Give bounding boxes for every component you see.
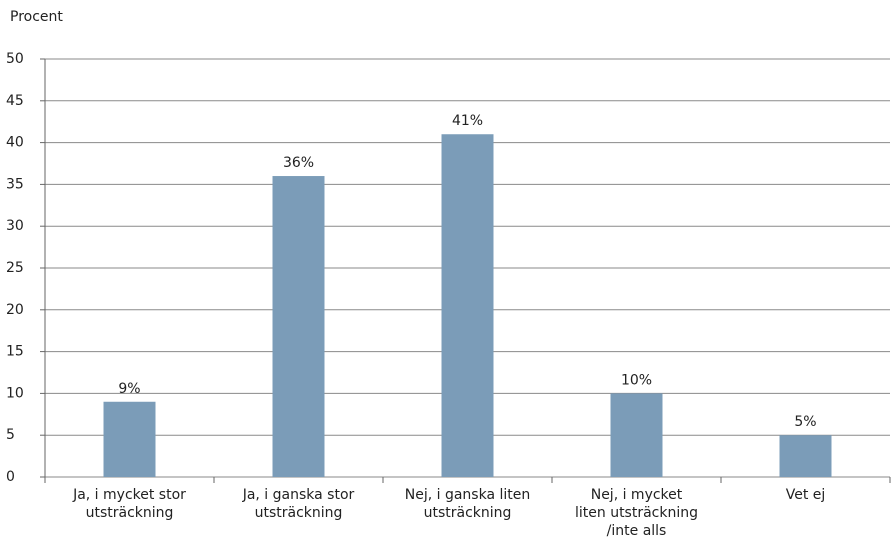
x-tick-label: Nej, i mycket liten utsträckning/inte all…	[575, 487, 698, 539]
y-tick-label: 40	[6, 135, 24, 151]
y-tick-label: 5	[6, 427, 15, 443]
value-label: 36%	[283, 155, 314, 171]
y-tick-label: 35	[6, 176, 24, 192]
y-tick-label: 30	[6, 218, 24, 234]
y-tick-label: 20	[6, 302, 24, 318]
x-tick-label: Ja, i ganska stor utsträckning	[242, 487, 355, 521]
value-label: 9%	[118, 381, 140, 397]
y-tick-label: 0	[6, 469, 15, 485]
bar	[272, 176, 325, 478]
value-label: 41%	[452, 113, 483, 129]
x-tick-label: Nej, i ganska liten utsträckning	[405, 487, 531, 521]
bar	[779, 435, 832, 477]
bar	[610, 393, 663, 477]
value-label: 5%	[794, 414, 816, 430]
y-tick-label: 25	[6, 260, 24, 276]
y-axis-label: Procent	[10, 9, 63, 25]
value-label: 10%	[621, 372, 652, 388]
bar	[103, 401, 156, 477]
x-tick-label: Ja, i mycket stor utsträckning	[72, 487, 186, 521]
y-tick-label: 15	[6, 344, 24, 360]
y-tick-label: 50	[6, 51, 24, 67]
x-tick-label: Vet ej	[786, 487, 826, 503]
y-tick-label: 45	[6, 93, 24, 109]
bar	[441, 134, 494, 478]
y-tick-label: 10	[6, 385, 24, 401]
